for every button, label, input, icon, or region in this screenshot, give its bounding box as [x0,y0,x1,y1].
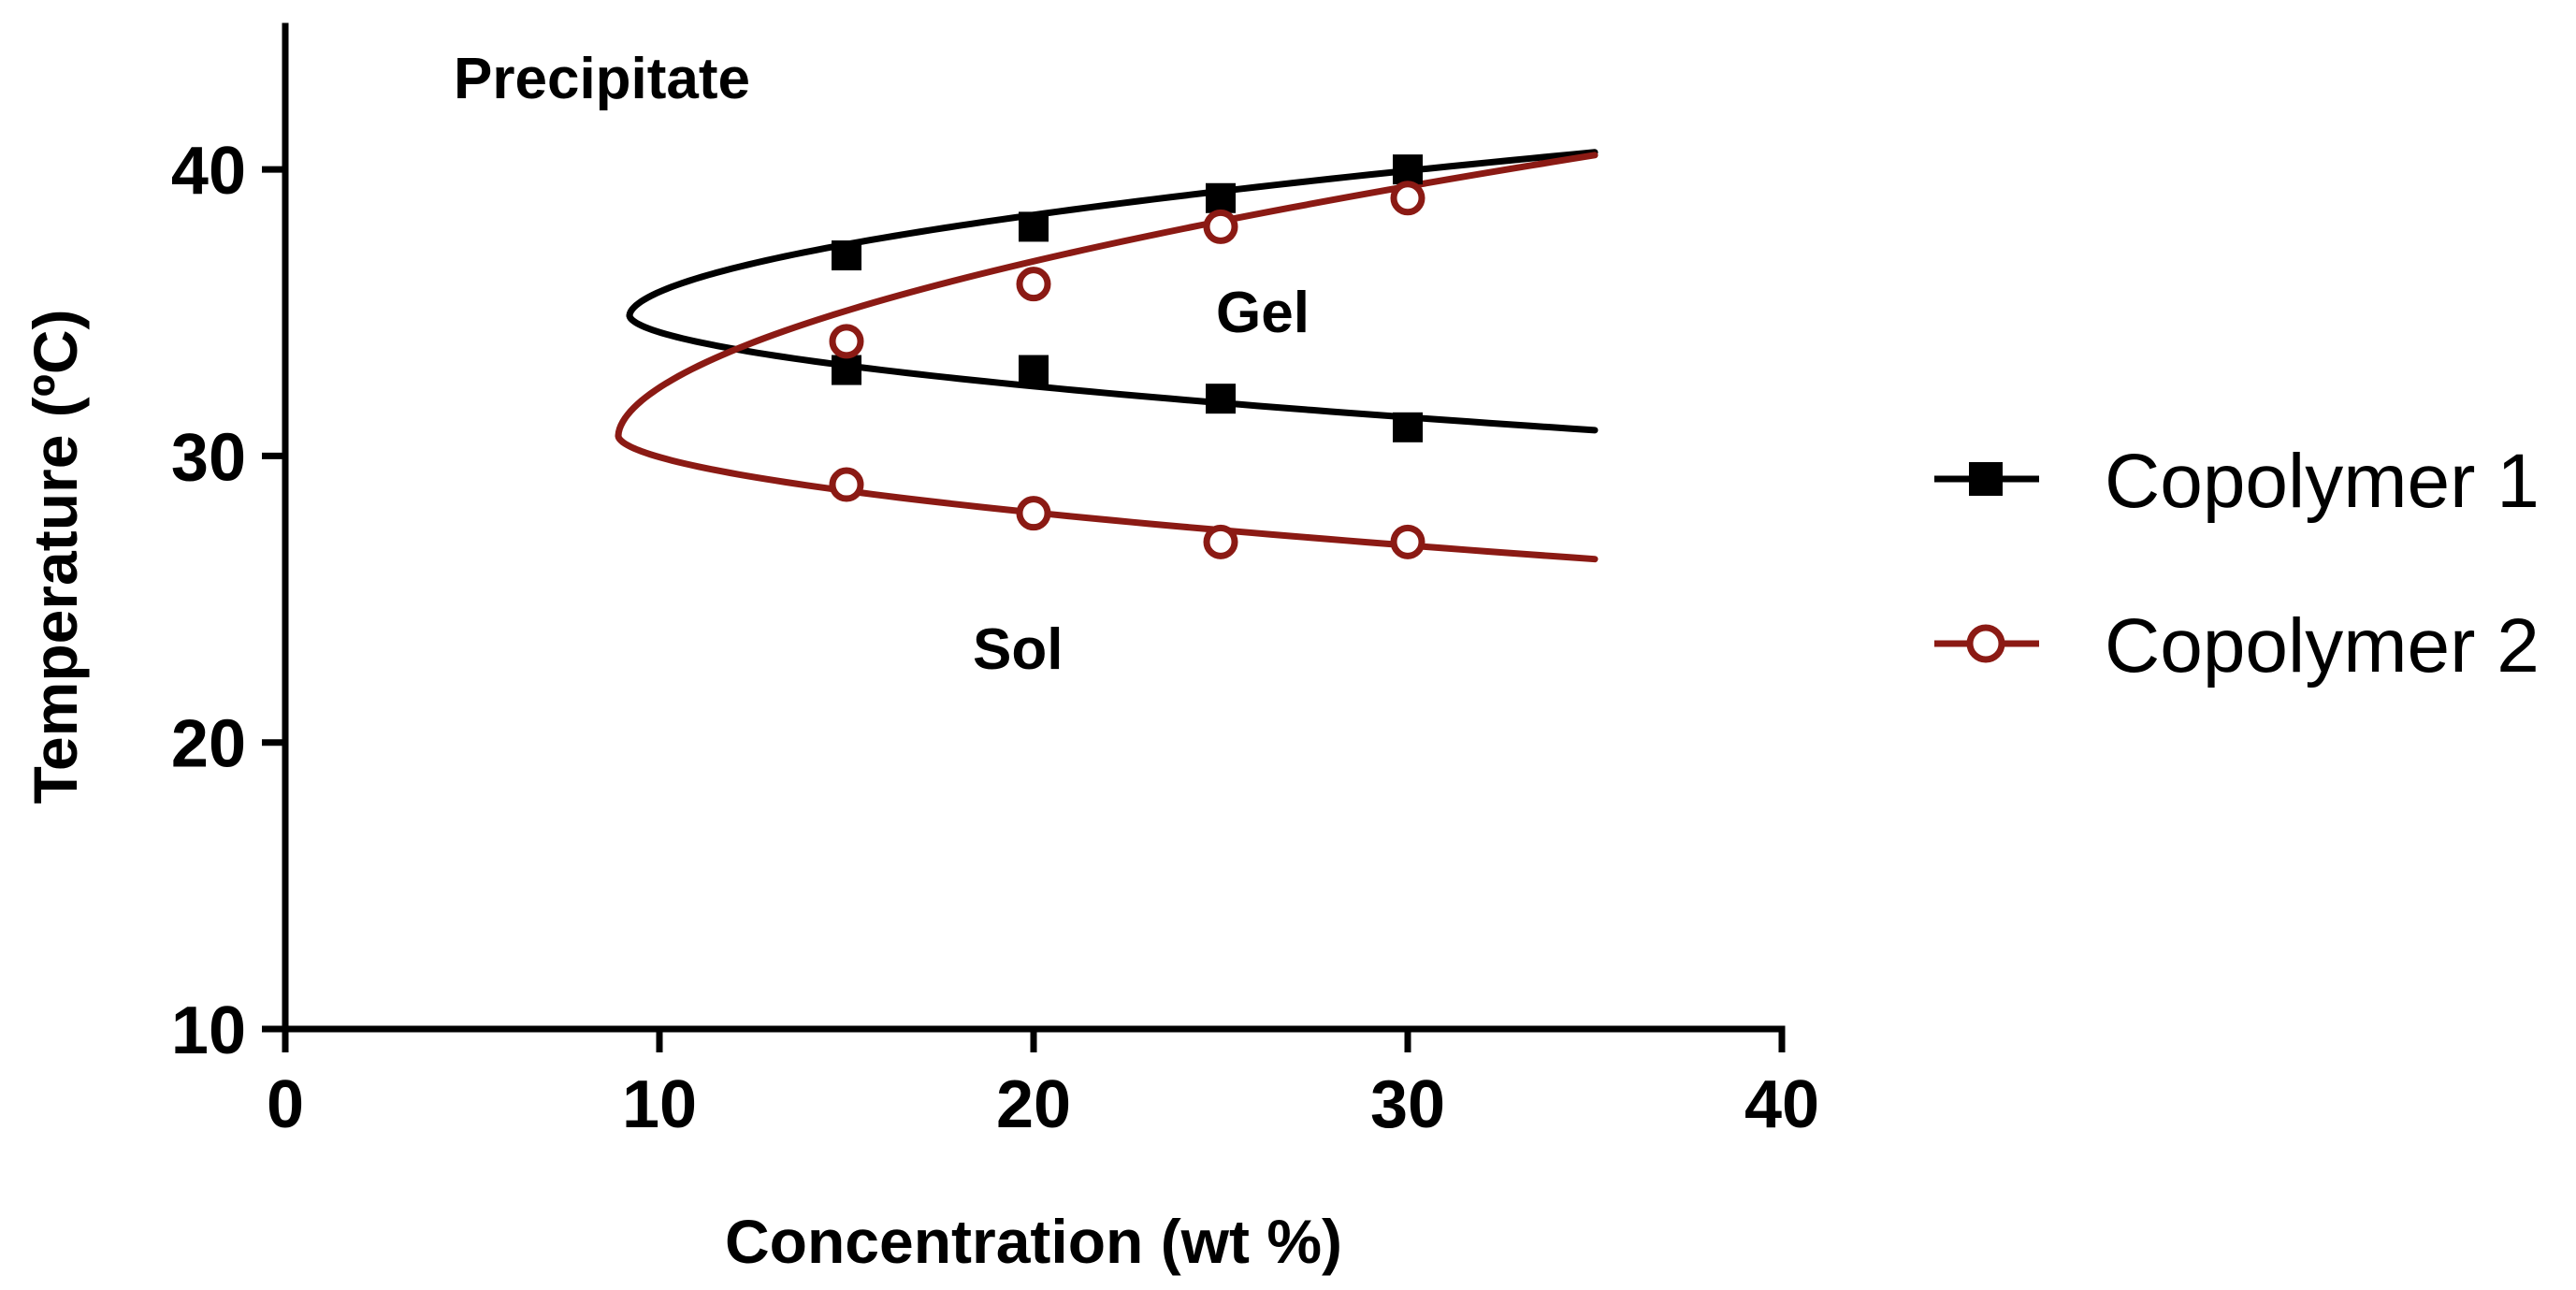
data-point-series-1-3 [1393,154,1423,185]
fit-curve-series-1-lower [626,312,1599,434]
y-tick-label-30: 30 [171,420,246,495]
data-point-series-2-5 [1016,496,1051,531]
x-axis-title: Concentration (wt %) [725,1207,1342,1276]
y-tick-label-10: 10 [171,993,246,1068]
y-axis-title: Temperature (ºC) [21,310,90,804]
region-label-sol: Sol [973,617,1063,682]
data-point-series-1-7 [1393,412,1423,442]
fit-curve-series-2-upper [615,152,1599,440]
data-point-series-1-5 [1019,355,1049,385]
data-point-series-2-6 [1203,524,1238,559]
data-point-series-2-1 [1016,267,1051,302]
data-point-series-2-0 [829,324,864,359]
data-markers [829,154,1425,559]
data-point-series-2-4 [829,467,864,502]
x-tick-label-30: 30 [1370,1067,1445,1142]
fit-curve-series-2-lower [615,432,1599,563]
legend: Copolymer 1 Copolymer 2 [1934,439,2540,688]
x-tick-label-10: 10 [622,1067,697,1142]
y-tick-label-20: 20 [171,707,246,782]
region-label-precipitate: Precipitate [454,47,750,111]
x-tick-label-0: 0 [267,1067,304,1142]
legend-item-copolymer-1: Copolymer 1 [1934,439,2540,524]
fit-curve-series-1-upper [626,149,1599,319]
data-point-series-1-1 [1019,211,1049,242]
data-point-series-2-2 [1203,209,1238,244]
x-tick-label-40: 40 [1744,1067,1819,1142]
y-tick-label-40: 40 [171,134,246,209]
x-tick-label-20: 20 [996,1067,1071,1142]
data-point-series-1-0 [832,240,861,271]
legend-marker-circle-icon [1966,624,2005,663]
legend-label-copolymer-2: Copolymer 2 [2105,603,2540,688]
legend-item-copolymer-2: Copolymer 2 [1934,603,2540,688]
legend-label-copolymer-1: Copolymer 1 [2105,439,2540,524]
data-point-series-2-7 [1390,524,1425,559]
fit-curves [615,149,1599,563]
region-label-gel: Gel [1216,281,1310,345]
data-point-series-1-6 [1206,384,1236,414]
data-point-series-2-3 [1390,181,1425,216]
data-point-series-1-2 [1206,182,1236,213]
data-point-series-1-4 [832,355,861,385]
axis-ticks: 0 10 20 30 40 10 20 30 40 [171,134,1819,1142]
legend-marker-square-icon [1969,462,2003,496]
